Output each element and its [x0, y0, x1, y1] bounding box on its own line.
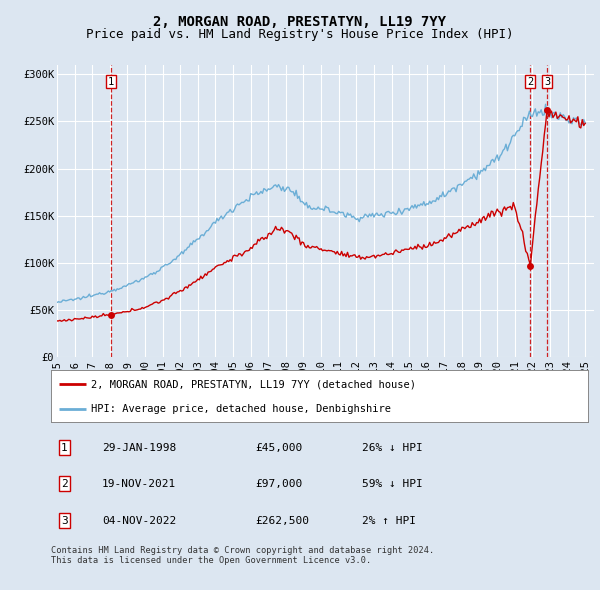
Text: 3: 3 [544, 77, 550, 87]
Text: 29-JAN-1998: 29-JAN-1998 [102, 443, 176, 453]
Text: 59% ↓ HPI: 59% ↓ HPI [362, 479, 423, 489]
Text: 1: 1 [61, 443, 68, 453]
Text: Contains HM Land Registry data © Crown copyright and database right 2024.
This d: Contains HM Land Registry data © Crown c… [51, 546, 434, 565]
Text: 2, MORGAN ROAD, PRESTATYN, LL19 7YY: 2, MORGAN ROAD, PRESTATYN, LL19 7YY [154, 15, 446, 30]
Text: £262,500: £262,500 [255, 516, 309, 526]
Text: 19-NOV-2021: 19-NOV-2021 [102, 479, 176, 489]
Text: £97,000: £97,000 [255, 479, 302, 489]
Text: 2: 2 [61, 479, 68, 489]
Text: 2, MORGAN ROAD, PRESTATYN, LL19 7YY (detached house): 2, MORGAN ROAD, PRESTATYN, LL19 7YY (det… [91, 379, 416, 389]
Text: 1: 1 [108, 77, 115, 87]
Text: 04-NOV-2022: 04-NOV-2022 [102, 516, 176, 526]
Text: HPI: Average price, detached house, Denbighshire: HPI: Average price, detached house, Denb… [91, 404, 391, 414]
Text: 3: 3 [61, 516, 68, 526]
Text: 26% ↓ HPI: 26% ↓ HPI [362, 443, 423, 453]
Text: 2: 2 [527, 77, 533, 87]
Text: 2% ↑ HPI: 2% ↑ HPI [362, 516, 416, 526]
Text: Price paid vs. HM Land Registry's House Price Index (HPI): Price paid vs. HM Land Registry's House … [86, 28, 514, 41]
Text: £45,000: £45,000 [255, 443, 302, 453]
